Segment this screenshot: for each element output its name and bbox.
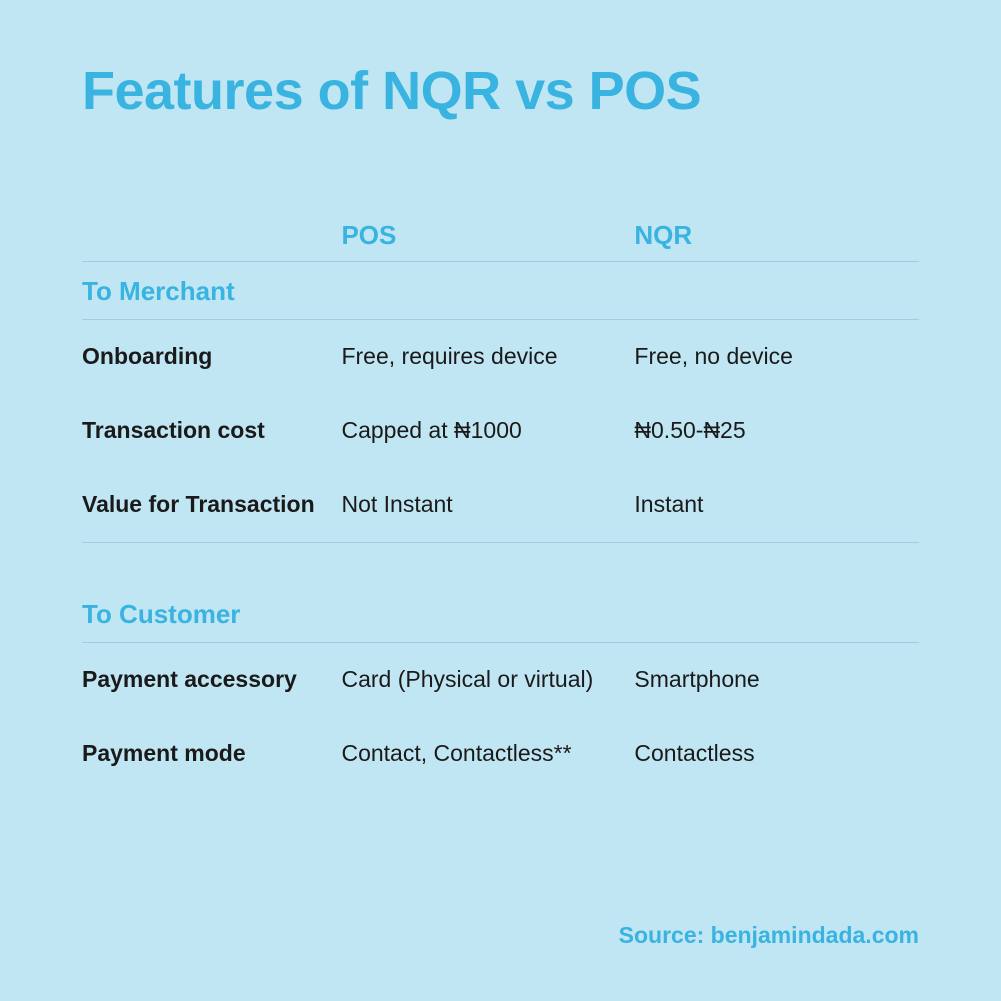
row-label: Value for Transaction — [82, 468, 341, 542]
table-header-blank — [82, 212, 341, 262]
table-row: Value for Transaction Not Instant Instan… — [82, 468, 919, 542]
section-heading-label: To Customer — [82, 542, 919, 642]
table-row: Transaction cost Capped at ₦1000 ₦0.50-₦… — [82, 394, 919, 468]
cell-pos: Not Instant — [341, 468, 634, 542]
page-title: Features of NQR vs POS — [82, 60, 919, 122]
table-header-nqr: NQR — [634, 212, 919, 262]
table-row: Payment mode Contact, Contactless** Cont… — [82, 717, 919, 791]
section-heading-label: To Merchant — [82, 262, 919, 320]
cell-pos: Card (Physical or virtual) — [341, 642, 634, 716]
cell-nqr: Contactless — [634, 717, 919, 791]
table-row: Payment accessory Card (Physical or virt… — [82, 642, 919, 716]
cell-nqr: Free, no device — [634, 320, 919, 394]
table-row: Onboarding Free, requires device Free, n… — [82, 320, 919, 394]
comparison-table: POS NQR To Merchant Onboarding Free, req… — [82, 212, 919, 790]
row-label: Payment accessory — [82, 642, 341, 716]
row-label: Transaction cost — [82, 394, 341, 468]
table-header-pos: POS — [341, 212, 634, 262]
cell-nqr: Instant — [634, 468, 919, 542]
row-label: Onboarding — [82, 320, 341, 394]
row-label: Payment mode — [82, 717, 341, 791]
cell-pos: Free, requires device — [341, 320, 634, 394]
cell-nqr: ₦0.50-₦25 — [634, 394, 919, 468]
cell-nqr: Smartphone — [634, 642, 919, 716]
section-heading-customer: To Customer — [82, 542, 919, 642]
cell-pos: Contact, Contactless** — [341, 717, 634, 791]
cell-pos: Capped at ₦1000 — [341, 394, 634, 468]
table-header-row: POS NQR — [82, 212, 919, 262]
section-heading-merchant: To Merchant — [82, 262, 919, 320]
infographic-canvas: Features of NQR vs POS POS NQR To Mercha… — [0, 0, 1001, 1001]
source-attribution: Source: benjamindada.com — [619, 922, 919, 949]
